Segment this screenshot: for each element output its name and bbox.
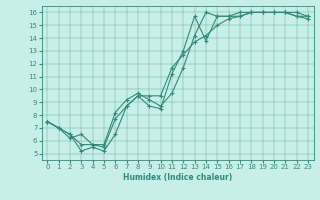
X-axis label: Humidex (Indice chaleur): Humidex (Indice chaleur): [123, 173, 232, 182]
